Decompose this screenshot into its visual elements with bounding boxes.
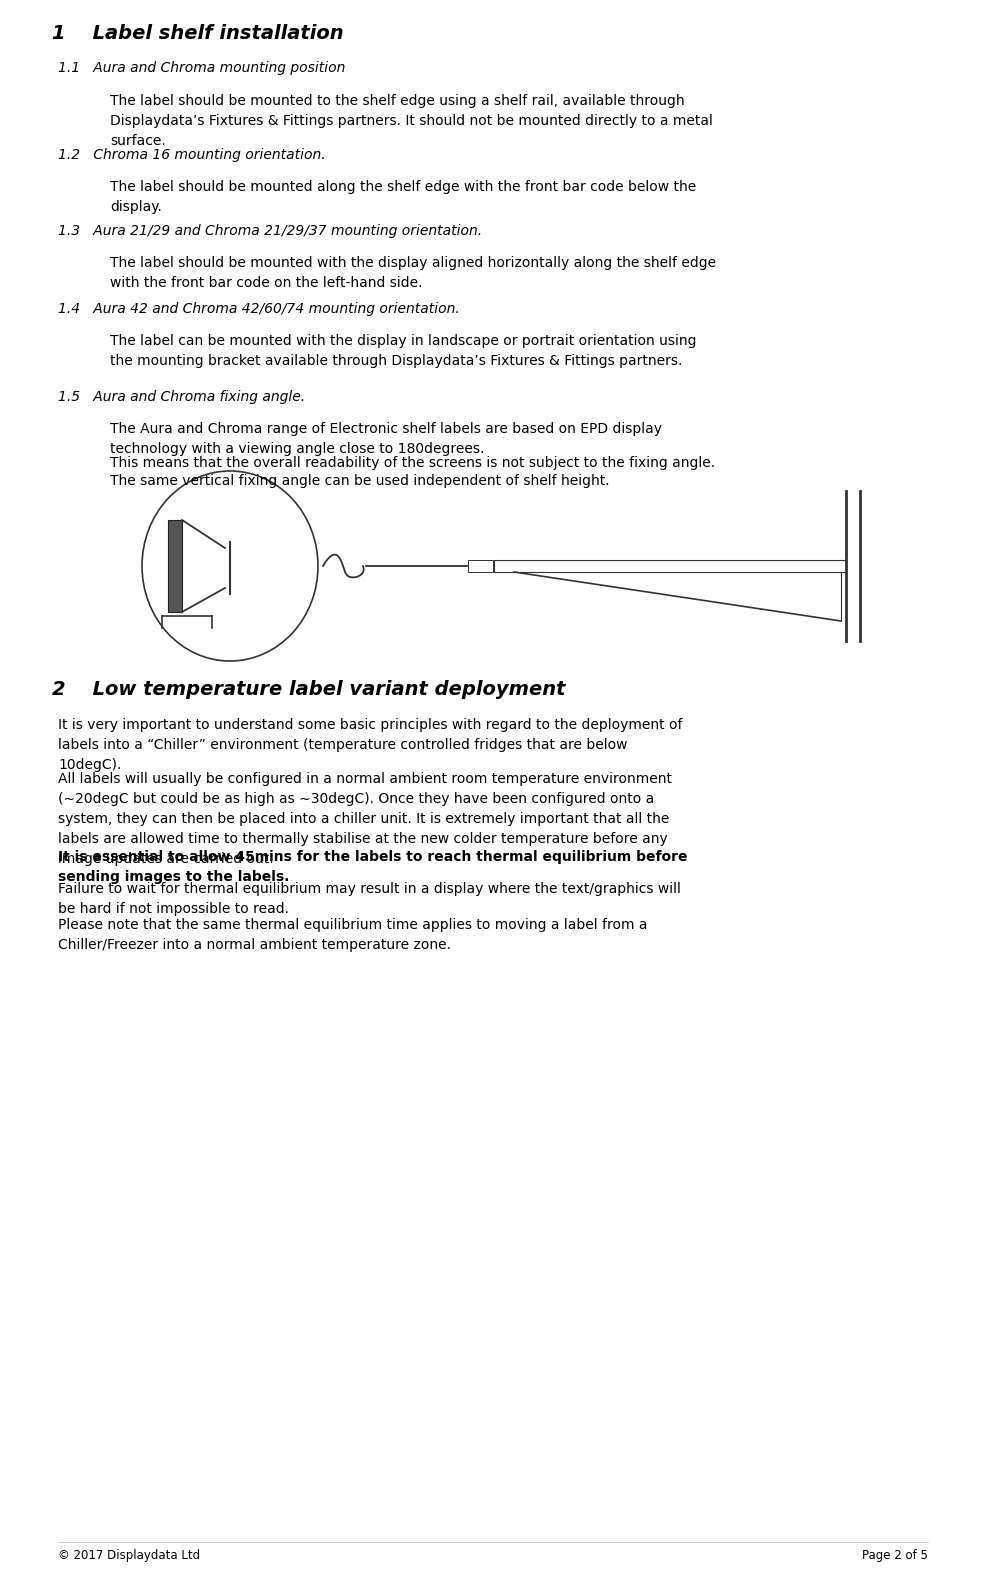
- Text: The same vertical fixing angle can be used independent of shelf height.: The same vertical fixing angle can be us…: [110, 474, 609, 488]
- Text: 1.2   Chroma 16 mounting orientation.: 1.2 Chroma 16 mounting orientation.: [58, 147, 325, 162]
- Bar: [494, 561, 846, 572]
- Ellipse shape: [142, 470, 318, 661]
- Bar: [468, 561, 493, 572]
- Text: It is very important to understand some basic principles with regard to the depl: It is very important to understand some …: [58, 718, 682, 771]
- Text: 1.3   Aura 21/29 and Chroma 21/29/37 mounting orientation.: 1.3 Aura 21/29 and Chroma 21/29/37 mount…: [58, 223, 482, 238]
- Text: 1.5   Aura and Chroma fixing angle.: 1.5 Aura and Chroma fixing angle.: [58, 390, 305, 404]
- Text: 1    Label shelf installation: 1 Label shelf installation: [52, 24, 344, 43]
- Text: The label can be mounted with the display in landscape or portrait orientation u: The label can be mounted with the displa…: [110, 334, 696, 367]
- Text: The Aura and Chroma range of Electronic shelf labels are based on EPD display
te: The Aura and Chroma range of Electronic …: [110, 421, 662, 456]
- Text: 1.4   Aura 42 and Chroma 42/60/74 mounting orientation.: 1.4 Aura 42 and Chroma 42/60/74 mounting…: [58, 303, 459, 315]
- Text: The label should be mounted with the display aligned horizontally along the shel: The label should be mounted with the dis…: [110, 257, 716, 290]
- Text: Failure to wait for thermal equilibrium may result in a display where the text/g: Failure to wait for thermal equilibrium …: [58, 882, 681, 916]
- Text: This means that the overall readability of the screens is not subject to the fix: This means that the overall readability …: [110, 456, 715, 470]
- Text: Page 2 of 5: Page 2 of 5: [862, 1549, 928, 1562]
- Text: © 2017 Displaydata Ltd: © 2017 Displaydata Ltd: [58, 1549, 200, 1562]
- Text: Please note that the same thermal equilibrium time applies to moving a label fro: Please note that the same thermal equili…: [58, 919, 648, 952]
- Bar: [168, 520, 182, 611]
- Text: 1.1   Aura and Chroma mounting position: 1.1 Aura and Chroma mounting position: [58, 62, 345, 74]
- Text: All labels will usually be configured in a normal ambient room temperature envir: All labels will usually be configured in…: [58, 771, 672, 866]
- Text: The label should be mounted along the shelf edge with the front bar code below t: The label should be mounted along the sh…: [110, 181, 696, 214]
- Text: The label should be mounted to the shelf edge using a shelf rail, available thro: The label should be mounted to the shelf…: [110, 93, 713, 147]
- Text: It is essential to allow 45mins for the labels to reach thermal equilibrium befo: It is essential to allow 45mins for the …: [58, 851, 687, 884]
- Text: 2    Low temperature label variant deployment: 2 Low temperature label variant deployme…: [52, 680, 566, 699]
